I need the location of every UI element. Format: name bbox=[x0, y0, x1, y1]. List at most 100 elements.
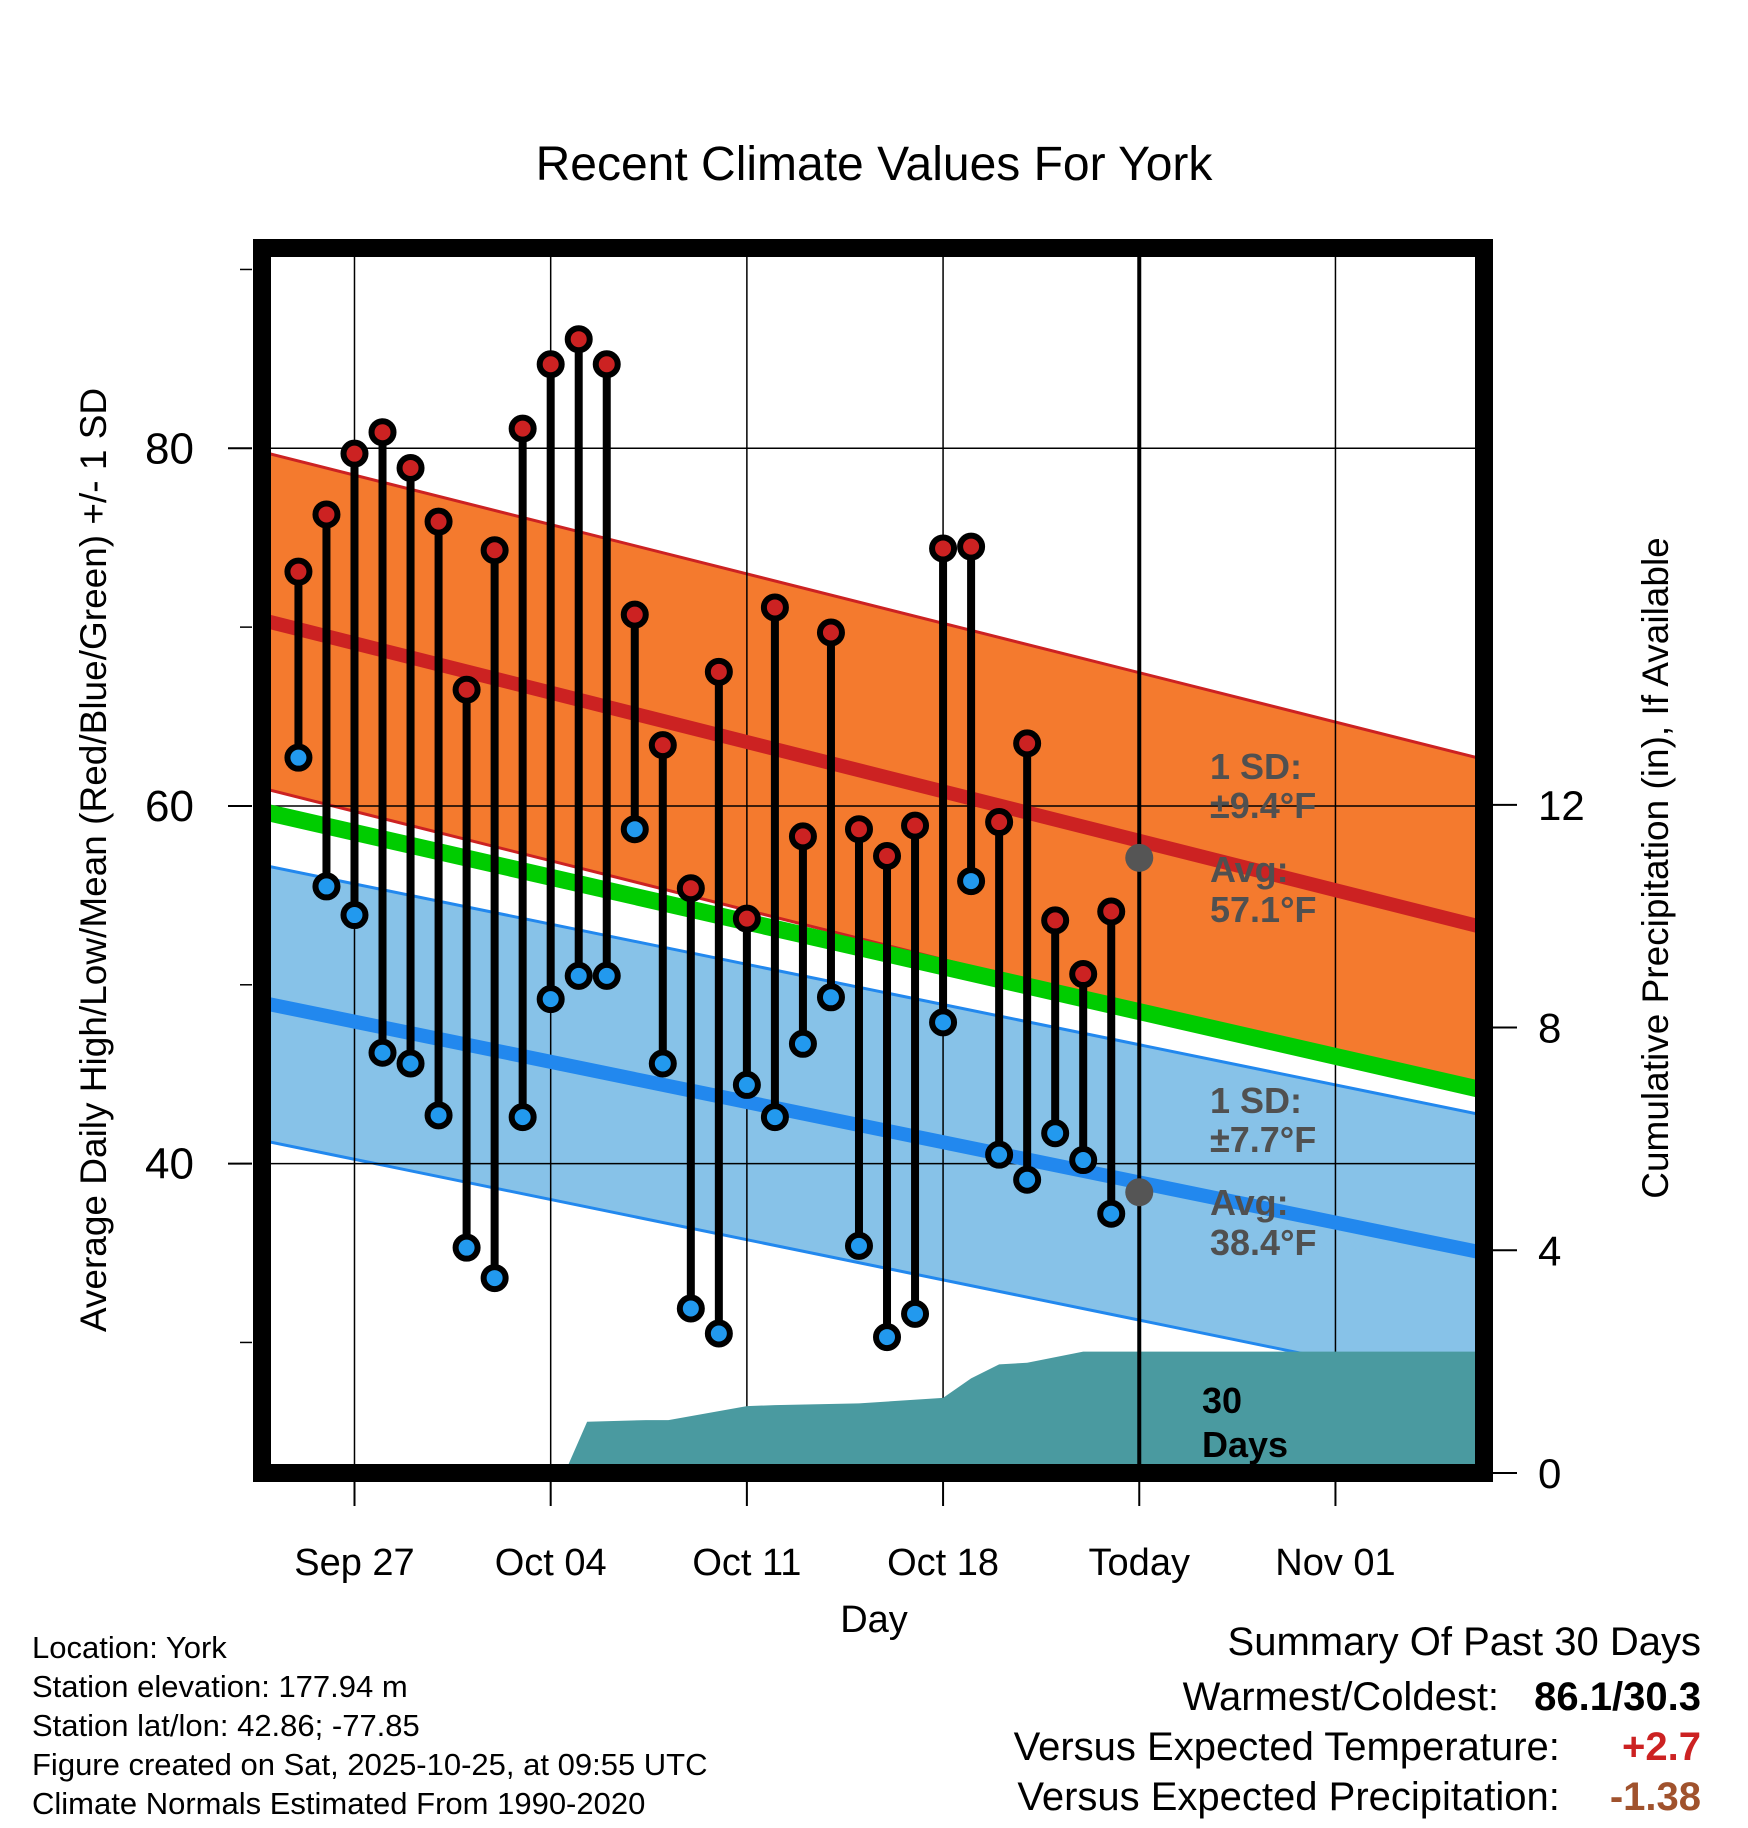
daily-low-point bbox=[929, 1008, 958, 1037]
days-label-number: 30 bbox=[1202, 1380, 1242, 1421]
info-latlon: Station lat/lon: 42.86; -77.85 bbox=[32, 1708, 420, 1743]
daily-high-point bbox=[284, 557, 313, 586]
warm-cold-label: Warmest/Coldest: bbox=[1182, 1675, 1500, 1719]
daily-high-point bbox=[676, 874, 705, 903]
low-avg-marker bbox=[1125, 1178, 1154, 1207]
info-normals: Climate Normals Estimated From 1990-2020 bbox=[32, 1786, 646, 1821]
high-avg-value: 57.1°F bbox=[1210, 889, 1316, 930]
low-sd-label: 1 SD: bbox=[1210, 1080, 1302, 1121]
annotation-labels: 1 SD: ±9.4°F Avg: 57.1°F 1 SD: ±7.7°F Av… bbox=[1210, 746, 1316, 1263]
daily-high-point bbox=[396, 453, 425, 482]
daily-low-point bbox=[648, 1049, 677, 1078]
daily-low-point bbox=[536, 985, 565, 1014]
daily-low-point bbox=[1013, 1165, 1042, 1194]
daily-low-point bbox=[788, 1029, 817, 1058]
precipitation-area bbox=[564, 1351, 1484, 1473]
high-avg-marker bbox=[1125, 843, 1154, 872]
daily-low-point bbox=[284, 743, 313, 772]
daily-high-point bbox=[760, 593, 789, 622]
daily-high-point bbox=[620, 600, 649, 629]
daily-high-point bbox=[424, 507, 453, 536]
daily-high-point bbox=[648, 731, 677, 760]
daily-high-point bbox=[592, 350, 621, 379]
daily-high-point bbox=[340, 439, 369, 468]
daily-low-point bbox=[564, 961, 593, 990]
daily-low-point bbox=[480, 1264, 509, 1293]
y-axis: 40 60 80 bbox=[145, 268, 252, 1344]
daily-low-point bbox=[844, 1231, 873, 1260]
daily-low-point bbox=[760, 1103, 789, 1132]
daily-high-point bbox=[1013, 729, 1042, 758]
summary-temp: Versus Expected Temperature: +2.7 bbox=[1014, 1725, 1701, 1770]
y-tick-label: 60 bbox=[145, 782, 194, 831]
daily-high-point bbox=[985, 808, 1014, 837]
y-tick-label: 80 bbox=[145, 424, 194, 473]
daily-high-point bbox=[480, 536, 509, 565]
chart-title: Recent Climate Values For York bbox=[536, 138, 1214, 191]
high-avg-label: Avg: bbox=[1210, 849, 1289, 890]
x-tick-label: Today bbox=[1089, 1542, 1190, 1584]
low-avg-value: 38.4°F bbox=[1210, 1222, 1316, 1263]
daily-low-point bbox=[704, 1319, 733, 1348]
daily-high-point bbox=[368, 418, 397, 447]
x-tick-label: Sep 27 bbox=[294, 1542, 414, 1584]
normal-high-line bbox=[262, 613, 1484, 935]
daily-high-point bbox=[536, 350, 565, 379]
daily-high-point bbox=[1097, 897, 1126, 926]
daily-low-point bbox=[873, 1323, 902, 1352]
info-created: Figure created on Sat, 2025-10-25, at 09… bbox=[32, 1747, 708, 1782]
temp-label: Versus Expected Temperature: bbox=[1013, 1725, 1560, 1769]
precip-value: -1.38 bbox=[1609, 1775, 1701, 1819]
daily-low-point bbox=[508, 1103, 537, 1132]
x-tick-label: Nov 01 bbox=[1275, 1542, 1395, 1584]
daily-low-point bbox=[1041, 1119, 1070, 1148]
x-axis: Sep 27 Oct 04 Oct 11 Oct 18 Today Nov 01 bbox=[294, 1482, 1396, 1584]
daily-high-point bbox=[816, 618, 845, 647]
daily-high-point bbox=[508, 414, 537, 443]
daily-low-point bbox=[816, 983, 845, 1012]
daily-high-point bbox=[901, 811, 930, 840]
info-location: Location: York bbox=[32, 1630, 227, 1665]
daily-high-point bbox=[1069, 960, 1098, 989]
y2-tick-label: 4 bbox=[1538, 1227, 1561, 1274]
daily-low-point bbox=[901, 1299, 930, 1328]
daily-high-point bbox=[1041, 906, 1070, 935]
daily-high-point bbox=[788, 822, 817, 851]
daily-high-point bbox=[452, 675, 481, 704]
info-elevation: Station elevation: 177.94 m bbox=[32, 1669, 408, 1704]
daily-low-point bbox=[1097, 1199, 1126, 1228]
y2-tick-label: 8 bbox=[1538, 1005, 1561, 1052]
daily-high-point bbox=[704, 657, 733, 686]
daily-high-point bbox=[564, 325, 593, 354]
daily-low-point bbox=[452, 1233, 481, 1262]
daily-low-point bbox=[424, 1101, 453, 1130]
plot-frame bbox=[253, 239, 1493, 1482]
temp-value: +2.7 bbox=[1622, 1725, 1701, 1769]
summary-warm-cold: Warmest/Coldest: 86.1/30.3 bbox=[1183, 1675, 1701, 1720]
x-tick-label: Oct 11 bbox=[692, 1542, 801, 1584]
x-tick-label: Oct 18 bbox=[887, 1542, 999, 1584]
station-info: Location: York Station elevation: 177.94… bbox=[32, 1628, 708, 1823]
daily-high-point bbox=[957, 532, 986, 561]
daily-low-point bbox=[985, 1140, 1014, 1169]
warm-cold-value: 86.1/30.3 bbox=[1534, 1675, 1701, 1719]
precip-label: Versus Expected Precipitation: bbox=[1017, 1775, 1560, 1819]
daily-high-point bbox=[844, 815, 873, 844]
daily-high-point bbox=[312, 500, 341, 529]
days-label-word: Days bbox=[1202, 1424, 1288, 1465]
x-axis-label: Day bbox=[840, 1599, 908, 1641]
y2-axis-label: Cumulative Precipitation (in), If Availa… bbox=[1635, 537, 1676, 1199]
y-axis-label: Average Daily High/Low/Mean (Red/Blue/Gr… bbox=[73, 388, 114, 1332]
daily-high-point bbox=[873, 842, 902, 871]
daily-low-point bbox=[1069, 1146, 1098, 1175]
high-sd-value: ±9.4°F bbox=[1210, 785, 1316, 826]
daily-low-point bbox=[340, 901, 369, 930]
daily-high-point bbox=[929, 534, 958, 563]
daily-low-point bbox=[396, 1049, 425, 1078]
daily-low-point bbox=[620, 815, 649, 844]
daily-low-point bbox=[957, 867, 986, 896]
daily-low-point bbox=[312, 872, 341, 901]
y-tick-label: 40 bbox=[145, 1140, 194, 1189]
days-label: 30 Days bbox=[1202, 1380, 1288, 1465]
